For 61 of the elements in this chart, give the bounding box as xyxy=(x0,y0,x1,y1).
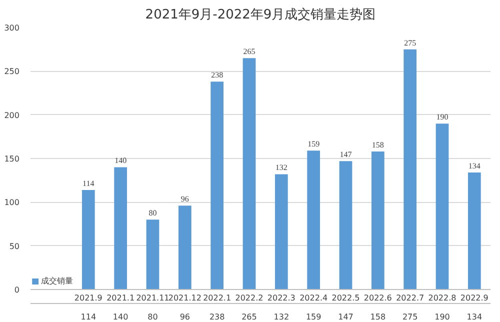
bar xyxy=(146,220,160,290)
bar xyxy=(404,49,417,290)
data-label: 275 xyxy=(402,312,418,322)
y-tick-label: 50 xyxy=(9,242,20,251)
x-tick-label: 2021.11 xyxy=(136,294,170,302)
x-tick-label: 2021.1 xyxy=(106,294,135,302)
x-tick-label: 2021.12 xyxy=(168,294,202,302)
bar xyxy=(339,161,352,290)
x-tick-label: 2022.2 xyxy=(235,294,264,302)
bar xyxy=(274,174,288,290)
chart-title: 2021年9月-2022年9月成交销量走势图 xyxy=(145,6,376,22)
x-tick-label: 2022.5 xyxy=(332,294,360,302)
text: 190 xyxy=(436,112,448,122)
data-label: 158 xyxy=(370,312,386,322)
data-label: 132 xyxy=(274,312,290,322)
y-tick-label: 150 xyxy=(4,154,20,164)
bar xyxy=(178,206,192,290)
data-label: 80 xyxy=(148,312,158,322)
y-tick-label: 300 xyxy=(4,24,20,32)
text: 159 xyxy=(308,140,320,149)
text: 140 xyxy=(114,156,127,166)
x-tick-label: 2021.9 xyxy=(74,294,102,302)
text: 80 xyxy=(148,208,157,218)
data-label: 147 xyxy=(338,312,354,322)
x-tick-label: 2022.4 xyxy=(300,294,328,302)
text: 275 xyxy=(404,38,416,48)
y-tick-label: 0 xyxy=(14,286,20,294)
x-tick-label: 2022.8 xyxy=(428,294,456,302)
text: 158 xyxy=(372,140,384,150)
y-tick-label: 200 xyxy=(4,110,20,120)
bar xyxy=(436,124,449,290)
legend-label: 成交销量 xyxy=(41,276,74,286)
bar xyxy=(468,172,481,290)
data-label: 159 xyxy=(306,312,322,322)
text: 134 xyxy=(468,161,480,170)
data-label: 134 xyxy=(466,312,482,322)
text: 96 xyxy=(180,194,189,204)
bar xyxy=(210,82,224,290)
data-label: 238 xyxy=(209,312,225,322)
text: 132 xyxy=(275,163,288,172)
bar xyxy=(371,152,384,290)
data-label: 140 xyxy=(112,312,128,322)
data-label: 114 xyxy=(80,312,96,322)
y-tick-label: 100 xyxy=(4,198,20,208)
data-label: 96 xyxy=(180,312,190,322)
x-tick-label: 2022.7 xyxy=(396,294,424,302)
text: 238 xyxy=(211,70,224,80)
x-tick-label: 2022.3 xyxy=(267,294,296,302)
data-label: 265 xyxy=(242,312,257,322)
bar xyxy=(242,58,256,290)
text: 114 xyxy=(82,178,94,188)
bar xyxy=(114,167,128,290)
x-tick-label: 2022.9 xyxy=(460,294,488,302)
bar xyxy=(307,150,320,290)
y-tick-label: 250 xyxy=(4,67,20,76)
data-label: 190 xyxy=(434,312,450,322)
text: 265 xyxy=(243,47,256,56)
text: 147 xyxy=(340,150,352,160)
x-tick-label: 2022.6 xyxy=(364,294,392,302)
bar xyxy=(82,190,95,290)
x-tick-label: 2022.1 xyxy=(203,294,232,302)
